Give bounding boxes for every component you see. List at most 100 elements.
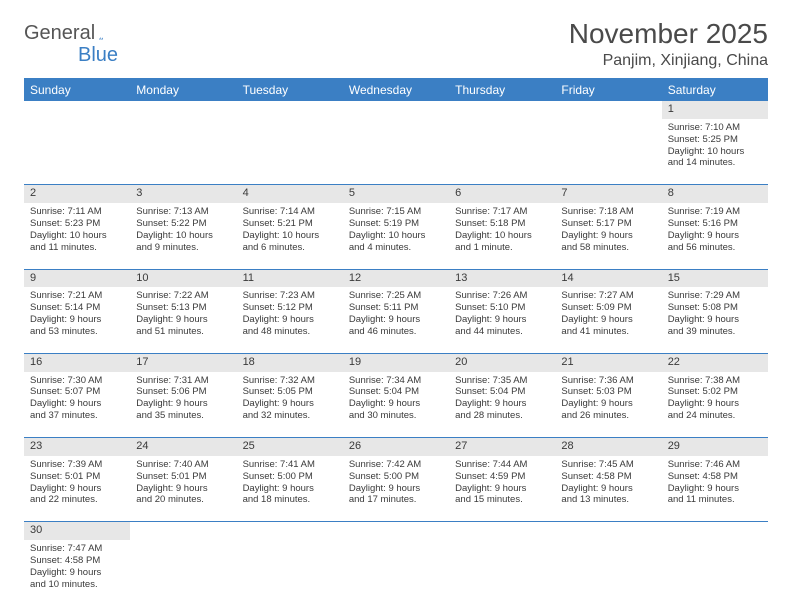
daylight-text: Daylight: 9 hours <box>243 398 337 410</box>
day-number-cell: 28 <box>555 438 661 456</box>
day-cell: Sunrise: 7:13 AMSunset: 5:22 PMDaylight:… <box>130 203 236 269</box>
day-number-cell: 29 <box>662 438 768 456</box>
empty-daynum-cell <box>130 101 236 119</box>
sunset-text: Sunset: 5:14 PM <box>30 302 124 314</box>
sunrise-text: Sunrise: 7:40 AM <box>136 459 230 471</box>
daylight-text: Daylight: 9 hours <box>136 314 230 326</box>
day-number-cell: 16 <box>24 353 130 371</box>
daylight-text: and 14 minutes. <box>668 157 762 169</box>
sunrise-text: Sunrise: 7:35 AM <box>455 375 549 387</box>
empty-cell <box>449 119 555 185</box>
day-number: 7 <box>561 187 567 199</box>
daylight-text: and 48 minutes. <box>243 326 337 338</box>
day-number-cell: 25 <box>237 438 343 456</box>
empty-cell <box>237 119 343 185</box>
day-number-cell: 17 <box>130 353 236 371</box>
day-cell: Sunrise: 7:47 AMSunset: 4:58 PMDaylight:… <box>24 540 130 606</box>
sunset-text: Sunset: 5:11 PM <box>349 302 443 314</box>
sunrise-text: Sunrise: 7:22 AM <box>136 290 230 302</box>
daylight-text: and 53 minutes. <box>30 326 124 338</box>
daylight-text: Daylight: 9 hours <box>243 314 337 326</box>
daynum-row: 30 <box>24 522 768 540</box>
daynum-row: 16171819202122 <box>24 353 768 371</box>
sunrise-text: Sunrise: 7:14 AM <box>243 206 337 218</box>
daylight-text: Daylight: 9 hours <box>668 483 762 495</box>
daylight-text: and 30 minutes. <box>349 410 443 422</box>
day-number: 27 <box>455 440 467 452</box>
daylight-text: Daylight: 10 hours <box>30 230 124 242</box>
sunrise-text: Sunrise: 7:47 AM <box>30 543 124 555</box>
day-number-cell: 12 <box>343 269 449 287</box>
day-cell: Sunrise: 7:10 AMSunset: 5:25 PMDaylight:… <box>662 119 768 185</box>
day-number: 19 <box>349 356 361 368</box>
daylight-text: and 24 minutes. <box>668 410 762 422</box>
sunrise-text: Sunrise: 7:17 AM <box>455 206 549 218</box>
empty-cell <box>237 540 343 606</box>
day-number: 10 <box>136 272 148 284</box>
day-number-cell: 26 <box>343 438 449 456</box>
weekday-header: Sunday <box>24 79 130 102</box>
daylight-text: and 6 minutes. <box>243 242 337 254</box>
day-cell: Sunrise: 7:19 AMSunset: 5:16 PMDaylight:… <box>662 203 768 269</box>
empty-cell <box>555 119 661 185</box>
sunrise-text: Sunrise: 7:41 AM <box>243 459 337 471</box>
day-cell: Sunrise: 7:26 AMSunset: 5:10 PMDaylight:… <box>449 287 555 353</box>
empty-cell <box>343 540 449 606</box>
day-cell: Sunrise: 7:21 AMSunset: 5:14 PMDaylight:… <box>24 287 130 353</box>
daylight-text: Daylight: 9 hours <box>349 314 443 326</box>
day-cell: Sunrise: 7:29 AMSunset: 5:08 PMDaylight:… <box>662 287 768 353</box>
day-number: 24 <box>136 440 148 452</box>
sunrise-text: Sunrise: 7:45 AM <box>561 459 655 471</box>
daylight-text: Daylight: 9 hours <box>561 483 655 495</box>
logo: General <box>24 22 123 45</box>
day-number: 28 <box>561 440 573 452</box>
daylight-text: and 28 minutes. <box>455 410 549 422</box>
sunset-text: Sunset: 4:58 PM <box>668 471 762 483</box>
sunrise-text: Sunrise: 7:32 AM <box>243 375 337 387</box>
daylight-text: and 1 minute. <box>455 242 549 254</box>
day-number-cell: 5 <box>343 185 449 203</box>
day-number: 12 <box>349 272 361 284</box>
day-number: 2 <box>30 187 36 199</box>
title-block: November 2025 Panjim, Xinjiang, China <box>569 18 768 70</box>
daylight-text: Daylight: 9 hours <box>561 230 655 242</box>
empty-daynum-cell <box>24 101 130 119</box>
empty-cell <box>130 540 236 606</box>
day-cell: Sunrise: 7:46 AMSunset: 4:58 PMDaylight:… <box>662 456 768 522</box>
empty-daynum-cell <box>662 522 768 540</box>
day-cell: Sunrise: 7:34 AMSunset: 5:04 PMDaylight:… <box>343 372 449 438</box>
day-cell: Sunrise: 7:30 AMSunset: 5:07 PMDaylight:… <box>24 372 130 438</box>
day-number-cell: 30 <box>24 522 130 540</box>
daylight-text: Daylight: 9 hours <box>455 483 549 495</box>
day-cell: Sunrise: 7:18 AMSunset: 5:17 PMDaylight:… <box>555 203 661 269</box>
sunset-text: Sunset: 5:06 PM <box>136 386 230 398</box>
day-number: 30 <box>30 524 42 536</box>
daylight-text: and 44 minutes. <box>455 326 549 338</box>
day-cell: Sunrise: 7:27 AMSunset: 5:09 PMDaylight:… <box>555 287 661 353</box>
daynum-row: 23242526272829 <box>24 438 768 456</box>
daylight-text: and 26 minutes. <box>561 410 655 422</box>
sunrise-text: Sunrise: 7:34 AM <box>349 375 443 387</box>
sunrise-text: Sunrise: 7:42 AM <box>349 459 443 471</box>
day-number: 18 <box>243 356 255 368</box>
daylight-text: Daylight: 10 hours <box>668 146 762 158</box>
day-number-cell: 15 <box>662 269 768 287</box>
daylight-text: Daylight: 9 hours <box>561 314 655 326</box>
weekday-header: Wednesday <box>343 79 449 102</box>
sunrise-text: Sunrise: 7:26 AM <box>455 290 549 302</box>
header: General November 2025 Panjim, Xinjiang, … <box>24 18 768 70</box>
day-number-cell: 8 <box>662 185 768 203</box>
sunset-text: Sunset: 4:58 PM <box>30 555 124 567</box>
logo-text-blue: Blue <box>78 44 118 66</box>
day-number: 21 <box>561 356 573 368</box>
daylight-text: and 46 minutes. <box>349 326 443 338</box>
sunset-text: Sunset: 5:12 PM <box>243 302 337 314</box>
page-title: November 2025 <box>569 18 768 50</box>
day-cell: Sunrise: 7:41 AMSunset: 5:00 PMDaylight:… <box>237 456 343 522</box>
day-number: 20 <box>455 356 467 368</box>
day-number-cell: 1 <box>662 101 768 119</box>
day-number: 3 <box>136 187 142 199</box>
sunset-text: Sunset: 5:04 PM <box>349 386 443 398</box>
location: Panjim, Xinjiang, China <box>569 52 768 70</box>
week-row: Sunrise: 7:11 AMSunset: 5:23 PMDaylight:… <box>24 203 768 269</box>
